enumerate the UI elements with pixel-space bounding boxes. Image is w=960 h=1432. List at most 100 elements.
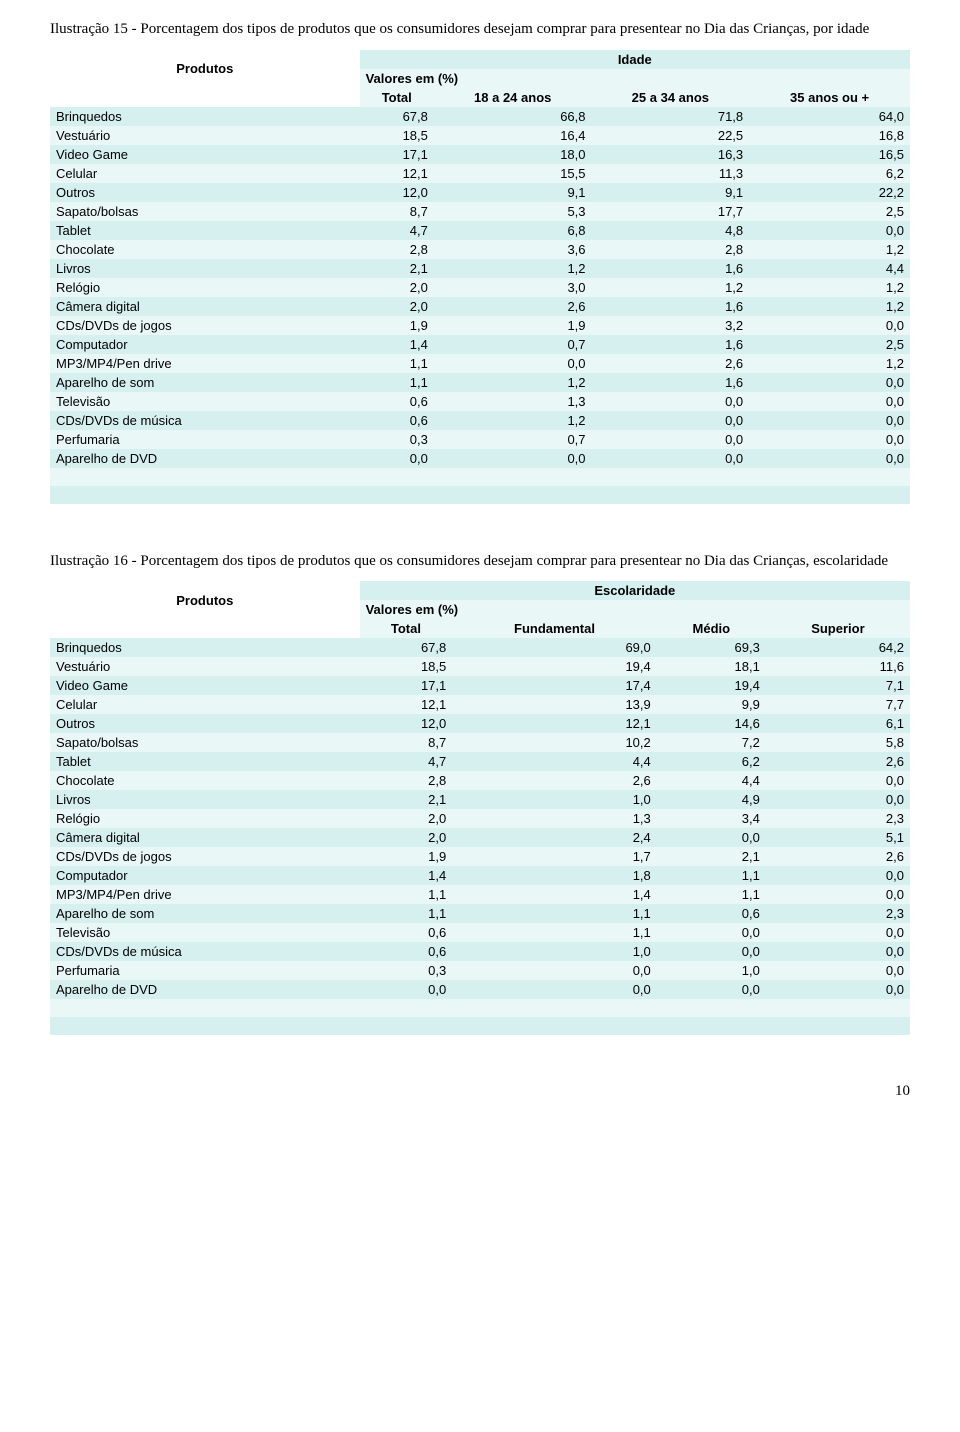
table2-row-label: MP3/MP4/Pen drive	[50, 885, 360, 904]
table-row: Vestuário18,516,422,516,8	[50, 126, 910, 145]
table2-cell: 0,0	[766, 942, 910, 961]
table2-cell: 6,2	[657, 752, 766, 771]
table1-row-label: Tablet	[50, 221, 360, 240]
table2-cell: 7,2	[657, 733, 766, 752]
table2-row-label: Aparelho de DVD	[50, 980, 360, 999]
table-row: Televisão0,61,10,00,0	[50, 923, 910, 942]
table2-cell: 0,0	[452, 980, 657, 999]
table1-row-label: Chocolate	[50, 240, 360, 259]
table2-cell: 1,1	[360, 885, 453, 904]
table2-cell: 1,3	[452, 809, 657, 828]
table1-cell: 2,0	[360, 297, 434, 316]
table-row: Aparelho de som1,11,21,60,0	[50, 373, 910, 392]
table1-row-label: Outros	[50, 183, 360, 202]
table1-row-label: Celular	[50, 164, 360, 183]
table2-cell: 4,4	[452, 752, 657, 771]
table-row: Relógio2,03,01,21,2	[50, 278, 910, 297]
table2-cell: 5,1	[766, 828, 910, 847]
table2-row-label: Sapato/bolsas	[50, 733, 360, 752]
table2-row-label: Computador	[50, 866, 360, 885]
table2-col-3: Superior	[766, 619, 910, 638]
table2-row-label: Perfumaria	[50, 961, 360, 980]
table2-cell: 10,2	[452, 733, 657, 752]
table1-cell: 0,0	[749, 430, 910, 449]
table2-cell: 1,0	[657, 961, 766, 980]
table2-cell: 12,1	[360, 695, 453, 714]
table2-cell: 69,3	[657, 638, 766, 657]
table1-cell: 1,2	[749, 240, 910, 259]
table1-cell: 66,8	[434, 107, 592, 126]
table1-caption: Ilustração 15 - Porcentagem dos tipos de…	[50, 20, 910, 40]
table1-row-label: Relógio	[50, 278, 360, 297]
table2-cell: 2,6	[452, 771, 657, 790]
table1-cell: 9,1	[592, 183, 750, 202]
table2-cell: 4,9	[657, 790, 766, 809]
table2-row-label: Câmera digital	[50, 828, 360, 847]
table1-cell: 3,0	[434, 278, 592, 297]
table2-cell: 2,0	[360, 809, 453, 828]
table1-row-label: Brinquedos	[50, 107, 360, 126]
table2-blank-row	[50, 999, 910, 1017]
table1-cell: 0,0	[749, 316, 910, 335]
table2-row-label: Vestuário	[50, 657, 360, 676]
table1-cell: 3,6	[434, 240, 592, 259]
table1-row-label: Computador	[50, 335, 360, 354]
table1-cell: 11,3	[592, 164, 750, 183]
table1-cell: 2,6	[592, 354, 750, 373]
table2-cell: 6,1	[766, 714, 910, 733]
table1-row-label: Video Game	[50, 145, 360, 164]
table1-cell: 0,0	[749, 411, 910, 430]
table2-cell: 1,7	[452, 847, 657, 866]
table1-cell: 1,1	[360, 373, 434, 392]
table1-cell: 1,2	[592, 278, 750, 297]
table1-cell: 1,4	[360, 335, 434, 354]
table1-cell: 16,8	[749, 126, 910, 145]
table1-row-label: Perfumaria	[50, 430, 360, 449]
table2-cell: 7,1	[766, 676, 910, 695]
table2-header-group: Produtos Escolaridade	[50, 581, 910, 600]
table2-cell: 0,6	[360, 923, 453, 942]
table2-cell: 0,0	[657, 923, 766, 942]
table-row: Video Game17,118,016,316,5	[50, 145, 910, 164]
table1-cell: 4,4	[749, 259, 910, 278]
table1-cell: 6,8	[434, 221, 592, 240]
table2-cell: 0,0	[766, 866, 910, 885]
table1-cell: 1,2	[434, 373, 592, 392]
table2-cell: 4,4	[657, 771, 766, 790]
table2-cell: 0,6	[360, 942, 453, 961]
table1-blank-row	[50, 486, 910, 504]
table2-cell: 1,1	[452, 923, 657, 942]
table-row: Outros12,012,114,66,1	[50, 714, 910, 733]
table1-cell: 0,0	[592, 430, 750, 449]
table1-cell: 0,0	[749, 392, 910, 411]
table1-cell: 1,2	[434, 259, 592, 278]
table1-cell: 2,1	[360, 259, 434, 278]
table1-col-0: Total	[360, 88, 434, 107]
table2-caption: Ilustração 16 - Porcentagem dos tipos de…	[50, 552, 910, 572]
table2-blank-row	[50, 1017, 910, 1035]
table1-cell: 1,6	[592, 335, 750, 354]
table1-row-label: CDs/DVDs de música	[50, 411, 360, 430]
table-row: Livros2,11,04,90,0	[50, 790, 910, 809]
table1-cell: 0,6	[360, 411, 434, 430]
table2-cell: 17,4	[452, 676, 657, 695]
table2-row-label: CDs/DVDs de jogos	[50, 847, 360, 866]
table-row: Câmera digital2,02,61,61,2	[50, 297, 910, 316]
table2-cell: 1,1	[657, 866, 766, 885]
table-row: Celular12,113,99,97,7	[50, 695, 910, 714]
table2-cell: 0,0	[657, 828, 766, 847]
table2-cell: 5,8	[766, 733, 910, 752]
table2-products-label: Produtos	[50, 581, 360, 619]
table1-col-3: 35 anos ou +	[749, 88, 910, 107]
table1-cell: 22,2	[749, 183, 910, 202]
table-row: Sapato/bolsas8,710,27,25,8	[50, 733, 910, 752]
table-row: Celular12,115,511,36,2	[50, 164, 910, 183]
table1-cell: 15,5	[434, 164, 592, 183]
table2-row-label: Chocolate	[50, 771, 360, 790]
table1-cell: 71,8	[592, 107, 750, 126]
table1-cell: 9,1	[434, 183, 592, 202]
table-row: Perfumaria0,30,70,00,0	[50, 430, 910, 449]
table2-cell: 1,0	[452, 790, 657, 809]
table1-cell: 0,3	[360, 430, 434, 449]
table1-row-label: CDs/DVDs de jogos	[50, 316, 360, 335]
